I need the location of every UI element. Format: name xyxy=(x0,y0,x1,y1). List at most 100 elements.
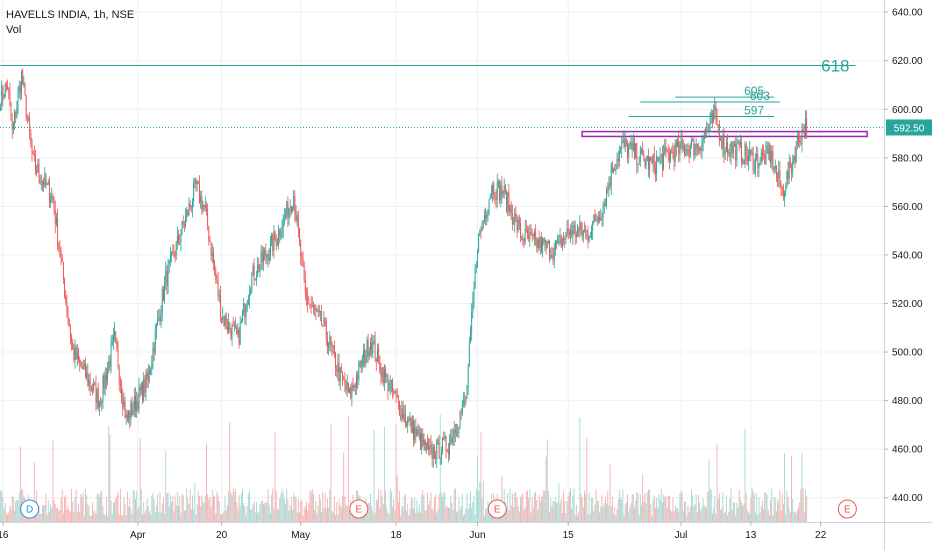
volume-bar xyxy=(339,504,341,522)
volume-bar xyxy=(231,495,233,522)
volume-bar xyxy=(554,497,556,522)
volume-bar xyxy=(718,493,720,522)
candle-body xyxy=(522,236,524,241)
volume-bar xyxy=(235,488,237,522)
candle-body xyxy=(774,165,776,170)
volume-bar xyxy=(128,506,129,522)
candle-body xyxy=(173,252,175,257)
candle-body xyxy=(292,207,293,211)
candle-body xyxy=(83,363,85,367)
volume-bar xyxy=(632,493,634,522)
candle-body xyxy=(738,141,740,146)
candle-body xyxy=(239,323,241,345)
volume-bar xyxy=(424,510,426,522)
volume-bar xyxy=(627,494,628,522)
volume-bar xyxy=(372,511,374,522)
candle-body xyxy=(480,230,482,232)
candle-body xyxy=(580,222,582,231)
volume-bar xyxy=(313,493,314,522)
candle-body xyxy=(489,194,491,200)
volume-bar xyxy=(444,492,446,522)
volume-bar xyxy=(566,501,568,522)
candle-body xyxy=(132,409,134,416)
volume-bar xyxy=(739,498,741,522)
level-label-597: 597 xyxy=(744,104,764,118)
volume-bar xyxy=(703,505,705,522)
volume-bar xyxy=(751,487,753,522)
volume-bar xyxy=(182,495,184,522)
y-tick-label-1: 460.00 xyxy=(892,445,923,456)
volume-bar xyxy=(764,492,766,522)
candle-body xyxy=(540,236,542,253)
candle-body xyxy=(46,183,48,185)
volume-bar xyxy=(366,513,368,522)
volume-bar xyxy=(786,489,788,522)
volume-bar xyxy=(230,492,232,522)
volume-bar xyxy=(96,494,98,522)
candle-body xyxy=(326,337,328,348)
volume-bar xyxy=(716,444,718,522)
candle-body xyxy=(57,217,59,245)
candle-body xyxy=(323,317,325,327)
candle-body xyxy=(143,378,145,401)
candle-body xyxy=(565,234,567,240)
volume-bar xyxy=(788,507,790,522)
volume-bar xyxy=(447,507,449,522)
volume-bar xyxy=(482,480,484,522)
candle-body xyxy=(167,263,169,286)
candle-body xyxy=(346,382,348,390)
volume-bar xyxy=(223,510,225,522)
candle-body xyxy=(4,84,6,98)
candle-body xyxy=(104,374,106,389)
candle-body xyxy=(211,252,213,256)
candle-body xyxy=(158,317,160,320)
candle-body xyxy=(60,256,62,259)
candle-body xyxy=(516,216,518,231)
candle-body xyxy=(452,436,454,444)
volume-bar xyxy=(746,510,748,522)
volume-bar xyxy=(628,511,630,522)
volume-bar xyxy=(38,505,40,522)
candle-body xyxy=(647,155,649,170)
volume-bar xyxy=(779,490,781,522)
candle-body xyxy=(68,319,70,327)
volume-bar xyxy=(579,417,581,522)
volume-bar xyxy=(226,504,228,522)
candle-body xyxy=(520,223,521,237)
x-tick-label-9: 22 xyxy=(815,530,827,541)
candle-body xyxy=(345,385,347,390)
candle-body xyxy=(744,144,746,165)
candle-body xyxy=(135,396,136,412)
volume-bar xyxy=(289,505,291,522)
volume-bar xyxy=(88,505,90,522)
volume-bar xyxy=(687,505,689,522)
volume-bar xyxy=(594,504,596,522)
volume-bar xyxy=(50,504,52,522)
volume-bar xyxy=(414,497,416,522)
volume-bar xyxy=(737,507,739,522)
volume-bar xyxy=(453,489,455,522)
symbol-title[interactable]: HAVELLS INDIA, 1h, NSE xyxy=(6,9,135,21)
volume-bar xyxy=(682,511,684,522)
candle-body xyxy=(93,383,95,391)
candle-body xyxy=(645,160,647,167)
candle-body xyxy=(301,256,303,258)
volume-bar xyxy=(155,505,157,522)
volume-label[interactable]: Vol xyxy=(6,24,22,36)
volume-bar xyxy=(515,492,517,522)
candle-body xyxy=(436,440,438,459)
candle-body xyxy=(504,185,506,191)
volume-bar xyxy=(125,514,127,522)
candle-body xyxy=(85,363,86,378)
candle-body xyxy=(433,446,435,459)
volume-bar xyxy=(376,499,378,522)
volume-bar xyxy=(301,499,303,522)
candle-body xyxy=(675,142,677,147)
volume-bar xyxy=(311,489,313,522)
candle-body xyxy=(176,235,178,243)
candle-body xyxy=(175,242,177,257)
volume-bar xyxy=(782,504,784,522)
